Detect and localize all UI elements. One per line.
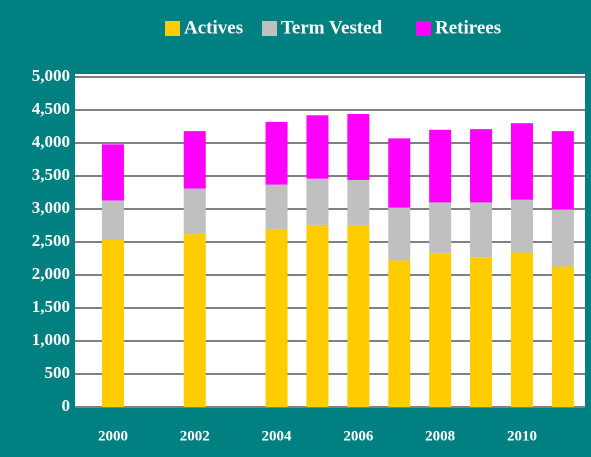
bar-segment <box>265 184 288 229</box>
x-tick-label: 2002 <box>180 428 210 444</box>
bar-segment <box>306 178 329 225</box>
bar-segment <box>470 257 493 407</box>
bar-segment <box>470 202 493 258</box>
bar-segment <box>388 138 411 208</box>
x-tick-label: 2004 <box>262 428 293 444</box>
bar-segment <box>510 199 533 253</box>
x-tick-label: 2000 <box>98 428 128 444</box>
bar-segment <box>347 179 370 226</box>
y-tick-label: 0 <box>62 396 71 415</box>
bar-segment <box>388 207 411 261</box>
bar-segment <box>101 200 124 241</box>
bar-segment <box>429 202 452 254</box>
plot-area <box>75 74 585 408</box>
bar-segment <box>347 113 370 180</box>
y-tick-label: 5,000 <box>32 66 70 85</box>
y-tick-label: 3,000 <box>32 198 70 217</box>
bar-segment <box>183 131 206 189</box>
x-tick-label: 2010 <box>507 428 537 444</box>
y-tick-label: 2,000 <box>32 264 70 283</box>
y-tick-label: 1,000 <box>32 330 70 349</box>
legend-swatch <box>262 21 277 36</box>
bar-segment <box>265 228 288 407</box>
legend-swatch <box>416 21 431 36</box>
bar-segment <box>101 240 124 407</box>
bar-segment <box>429 129 452 203</box>
legend-label: Term Vested <box>281 17 383 38</box>
legend-label: Actives <box>184 17 243 38</box>
bar-segment <box>551 131 574 210</box>
bar-segment <box>306 115 329 179</box>
y-tick-label: 4,000 <box>32 132 70 151</box>
bar-segment <box>183 188 206 235</box>
x-tick-label: 2008 <box>425 428 455 444</box>
y-tick-label: 3,500 <box>32 165 70 184</box>
bar-segment <box>510 123 533 200</box>
bar-segment <box>388 260 411 407</box>
bar-segment <box>551 266 574 407</box>
y-tick-label: 1,500 <box>32 297 70 316</box>
y-tick-label: 2,500 <box>32 231 70 250</box>
legend-label: Retirees <box>435 17 501 38</box>
bar-segment <box>510 252 533 407</box>
bar-segment <box>101 144 124 201</box>
bar-segment <box>265 121 288 185</box>
bar-segment <box>470 129 493 203</box>
bar-segment <box>183 234 206 407</box>
y-tick-label: 4,500 <box>32 99 70 118</box>
y-tick-label: 500 <box>45 363 71 382</box>
bar-segment <box>306 224 329 407</box>
bar-segment <box>429 253 452 407</box>
legend-swatch <box>165 21 180 36</box>
x-tick-label: 2006 <box>343 428 374 444</box>
bar-segment <box>551 209 574 267</box>
bar-segment <box>347 225 370 407</box>
